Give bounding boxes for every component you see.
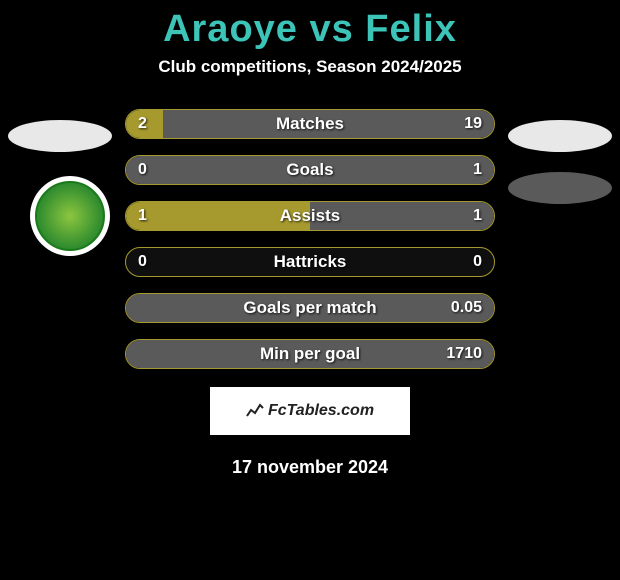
bar-label: Goals [126, 156, 494, 184]
comparison-bars: 219Matches 01Goals 11Assists 00Hattricks 0.0… [0, 109, 620, 369]
bar-label: Hattricks [126, 248, 494, 276]
stat-bar: 0.05Goals per match [125, 293, 495, 323]
attribution-text: FcTables.com [268, 402, 374, 420]
stat-bar: 11Assists [125, 201, 495, 231]
page-title: Araoye vs Felix [0, 0, 620, 51]
footer-date: 17 november 2024 [0, 457, 620, 478]
chart-icon [246, 402, 264, 420]
page-subtitle: Club competitions, Season 2024/2025 [0, 57, 620, 77]
stat-bar: 00Hattricks [125, 247, 495, 277]
stat-bar: 219Matches [125, 109, 495, 139]
bar-label: Min per goal [126, 340, 494, 368]
bar-label: Matches [126, 110, 494, 138]
attribution-badge[interactable]: FcTables.com [210, 387, 410, 435]
stat-bar: 01Goals [125, 155, 495, 185]
bar-label: Assists [126, 202, 494, 230]
stat-bar: 1710Min per goal [125, 339, 495, 369]
bar-label: Goals per match [126, 294, 494, 322]
